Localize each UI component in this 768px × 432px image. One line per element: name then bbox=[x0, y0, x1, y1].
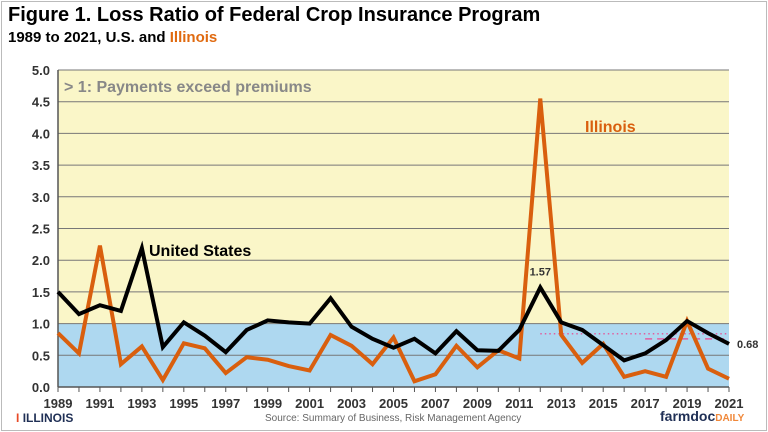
x-tick-label: 1989 bbox=[44, 396, 73, 411]
subtitle-prefix: 1989 to 2021, U.S. and bbox=[8, 29, 170, 46]
y-tick-label: 1.0 bbox=[32, 317, 50, 332]
y-tick-label: 3.0 bbox=[32, 190, 50, 205]
farmdoc-logo-main: farmdoc bbox=[660, 408, 716, 424]
x-tick-label: 2005 bbox=[379, 396, 408, 411]
source-note: Source: Summary of Business, Risk Manage… bbox=[265, 413, 522, 424]
x-tick-label: 2009 bbox=[463, 396, 492, 411]
annotation: > 1: Payments exceed premiums bbox=[64, 79, 312, 96]
chart-title: Figure 1. Loss Ratio of Federal Crop Ins… bbox=[8, 4, 541, 26]
y-tick-label: 3.5 bbox=[32, 158, 50, 173]
y-tick-label: 4.0 bbox=[32, 126, 50, 141]
y-tick-label: 2.5 bbox=[32, 222, 50, 237]
illinois-block-i-icon: I bbox=[16, 411, 20, 425]
y-tick-label: 4.5 bbox=[32, 95, 50, 110]
illinois-logo-text: ILLINOIS bbox=[22, 411, 74, 425]
subtitle-illinois: Illinois bbox=[169, 29, 218, 46]
series-line-united-states bbox=[56, 240, 730, 363]
farmdoc-logo-sub: DAILY bbox=[715, 413, 745, 424]
y-tick-label: 0.0 bbox=[32, 380, 50, 395]
x-tick-label: 1999 bbox=[253, 396, 282, 411]
y-tick-label: 1.5 bbox=[32, 285, 50, 300]
x-tick-label: 2011 bbox=[505, 396, 533, 411]
x-tick-label: 1991 bbox=[85, 396, 114, 411]
series-line-illinois bbox=[56, 98, 730, 384]
series-label-illinois: Illinois bbox=[585, 119, 636, 136]
x-tick-label: 2001 bbox=[295, 396, 324, 411]
farmdoc-logo: farmdocDAILY bbox=[660, 408, 744, 424]
x-tick-label: 2007 bbox=[421, 396, 450, 411]
x-tick-label: 2013 bbox=[547, 396, 576, 411]
y-tick-label: 5.0 bbox=[32, 63, 50, 78]
series-label-united-states: United States bbox=[149, 243, 251, 260]
x-tick-label: 2003 bbox=[337, 396, 366, 411]
data-label-2012: 1.57 bbox=[530, 266, 551, 278]
x-tick-label: 2019 bbox=[673, 396, 702, 411]
y-tick-label: 2.0 bbox=[32, 253, 50, 268]
chart-subtitle: 1989 to 2021, U.S. and Illinois bbox=[8, 29, 217, 46]
x-tick-label: 1993 bbox=[127, 396, 156, 411]
data-label-2021: 0.68 bbox=[737, 339, 758, 351]
illinois-logo: I ILLINOIS bbox=[16, 411, 73, 425]
x-tick-label: 2015 bbox=[589, 396, 618, 411]
x-tick-label: 1997 bbox=[211, 396, 240, 411]
x-tick-label: 2017 bbox=[631, 396, 660, 411]
x-tick-label: 1995 bbox=[169, 396, 198, 411]
x-tick-label: 2021 bbox=[715, 396, 744, 411]
y-tick-label: 0.5 bbox=[32, 348, 50, 363]
